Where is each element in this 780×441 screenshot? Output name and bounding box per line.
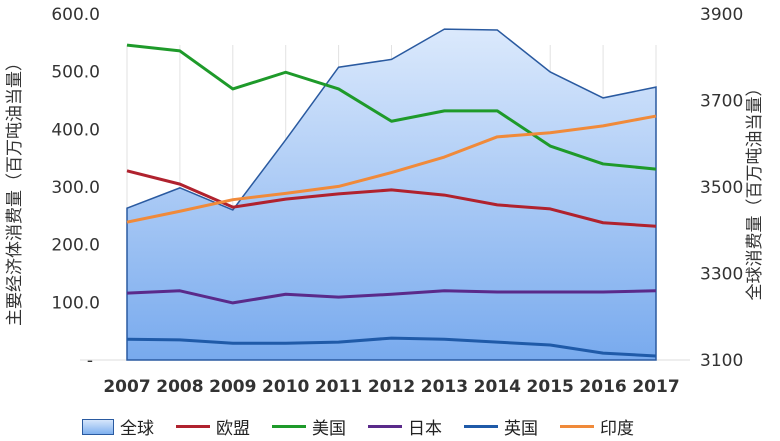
legend-swatch bbox=[176, 425, 210, 428]
x-tick-label: 2009 bbox=[209, 377, 256, 397]
right-y-tick-label: 3700 bbox=[700, 92, 743, 112]
x-tick-label: 2015 bbox=[527, 377, 574, 397]
legend-label: 日本 bbox=[408, 419, 442, 439]
left-y-tick-label: 200.0 bbox=[51, 236, 100, 256]
x-tick-label: 2017 bbox=[632, 377, 679, 397]
legend-label: 欧盟 bbox=[216, 419, 250, 439]
legend-label: 英国 bbox=[504, 419, 538, 439]
legend-label: 印度 bbox=[600, 419, 634, 439]
legend-item: 全球 bbox=[82, 414, 154, 439]
area-series-全球 bbox=[126, 28, 657, 361]
left-y-tick-label: 100.0 bbox=[51, 293, 100, 313]
legend-label: 美国 bbox=[312, 419, 346, 439]
legend-item: 日本 bbox=[368, 414, 442, 439]
legend-swatch bbox=[272, 425, 306, 428]
legend-item: 印度 bbox=[560, 414, 634, 439]
x-tick-label: 2010 bbox=[262, 377, 309, 397]
right-y-tick-label: 3500 bbox=[700, 178, 743, 198]
x-tick-label: 2014 bbox=[474, 377, 521, 397]
right-y-tick-label: 3300 bbox=[700, 265, 743, 285]
left-y-tick-label: 600.0 bbox=[51, 5, 100, 25]
left-y-tick-label: 400.0 bbox=[51, 120, 100, 140]
legend-swatch bbox=[82, 418, 114, 435]
x-tick-label: 2013 bbox=[421, 377, 468, 397]
x-tick-label: 2016 bbox=[579, 377, 626, 397]
x-tick-label: 2011 bbox=[315, 377, 362, 397]
right-y-tick-label: 3100 bbox=[700, 351, 743, 371]
legend-item: 英国 bbox=[464, 414, 538, 439]
legend-swatch bbox=[368, 425, 402, 428]
x-tick-label: 2007 bbox=[103, 377, 150, 397]
legend: 全球 欧盟 美国 日本 英国 印度 bbox=[82, 414, 656, 439]
right-y-tick-label: 3900 bbox=[700, 5, 743, 25]
legend-item: 美国 bbox=[272, 414, 346, 439]
left-axis-label: 主要经济体消费量（百万吨油当量） bbox=[5, 54, 25, 326]
legend-label: 全球 bbox=[120, 419, 154, 439]
left-y-tick-label: - bbox=[87, 351, 93, 371]
x-tick-label: 2012 bbox=[368, 377, 415, 397]
left-y-tick-label: 300.0 bbox=[51, 178, 100, 198]
x-tick-label: 2008 bbox=[156, 377, 203, 397]
legend-swatch bbox=[464, 425, 498, 428]
left-y-tick-label: 500.0 bbox=[51, 63, 100, 83]
legend-item: 欧盟 bbox=[176, 414, 250, 439]
legend-swatch bbox=[560, 425, 594, 428]
right-axis-label: 全球消费量（百万吨油当量） bbox=[745, 80, 765, 301]
